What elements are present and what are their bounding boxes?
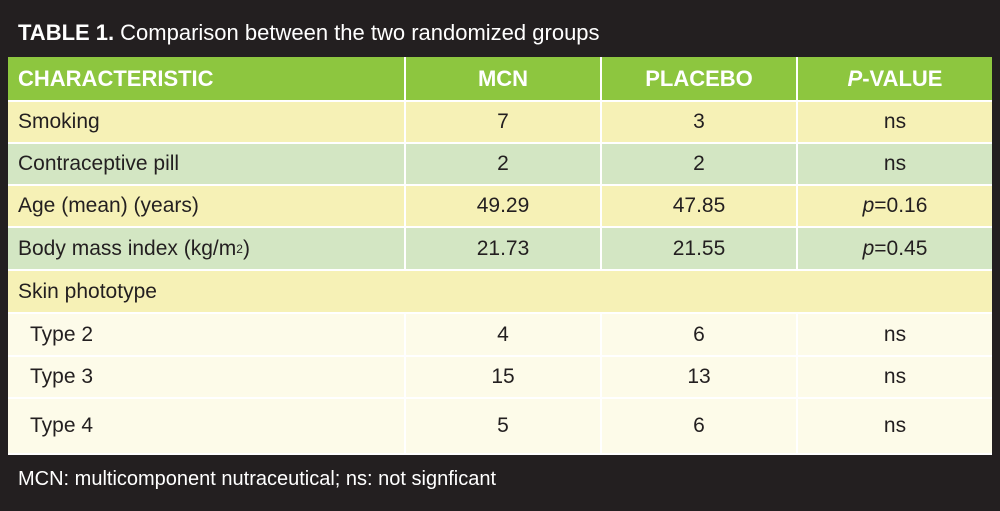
pvalue-rest: =0.16 [874,194,928,217]
row-label: Smoking [8,102,406,144]
subrow-pvalue: ns [798,399,992,455]
bmi-label-main: Body mass index (kg/m [18,236,237,260]
subrow-mcn-value: 4 [406,314,602,357]
table-number: TABLE 1. [18,19,115,45]
pvalue-rest: =0.45 [874,236,928,260]
header-placebo: PLACEBO [602,57,798,102]
subrow-label: Type 4 [8,399,406,455]
row-placebo-value: 47.85 [602,186,798,228]
subrow-label: Type 3 [8,357,406,399]
row-placebo-value: 3 [602,102,798,144]
section-label-phototype: Skin phototype [8,271,992,314]
data-table: CHARACTERISTIC MCN PLACEBO P -VALUE Smoki… [8,57,992,455]
row-mcn-value: 7 [406,102,602,144]
subrow-placebo-value: 13 [602,357,798,399]
subrow-placebo-value: 6 [602,314,798,357]
bmi-label-end: ) [242,236,250,260]
header-characteristic: CHARACTERISTIC [8,57,406,102]
row-label: Contraceptive pill [8,144,406,186]
header-pvalue: P -VALUE [798,57,992,102]
table-title: TABLE 1. Comparison between the two rand… [8,8,992,57]
table-caption: Comparison between the two randomized gr… [120,19,600,45]
subrow-label: Type 2 [8,314,406,357]
subrow-mcn-value: 5 [406,399,602,455]
row-label: Age (mean) (years) [8,186,406,228]
subrow-placebo-value: 6 [602,399,798,455]
row-placebo-value: 21.55 [602,228,798,271]
row-pvalue: p =0.16 [798,186,992,228]
subrow-pvalue: ns [798,357,992,399]
row-placebo-value: 2 [602,144,798,186]
row-mcn-value: 21.73 [406,228,602,271]
subrow-pvalue: ns [798,314,992,357]
row-pvalue: p =0.45 [798,228,992,271]
row-pvalue: ns [798,102,992,144]
row-mcn-value: 49.29 [406,186,602,228]
row-pvalue: ns [798,144,992,186]
row-label: Body mass index (kg/m 2) [8,228,406,271]
header-pvalue-rest: -VALUE [862,65,943,91]
subrow-mcn-value: 15 [406,357,602,399]
pvalue-p: p [862,194,875,217]
header-mcn: MCN [406,57,602,102]
row-mcn-value: 2 [406,144,602,186]
table-footnote: MCN: multicomponent nutraceutical; ns: n… [18,468,496,490]
header-pvalue-p: P [847,65,863,91]
pvalue-p: p [862,236,875,260]
